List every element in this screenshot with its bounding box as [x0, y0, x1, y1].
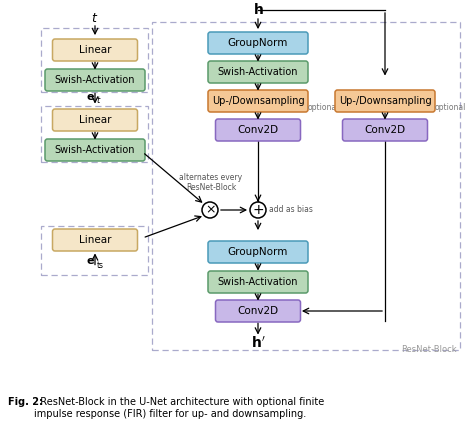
- Text: add as bias: add as bias: [269, 205, 313, 215]
- Text: $\times$: $\times$: [205, 204, 215, 216]
- Text: Linear: Linear: [79, 235, 111, 245]
- FancyBboxPatch shape: [208, 61, 308, 83]
- Text: Swish-Activation: Swish-Activation: [55, 75, 135, 85]
- Text: Conv2D: Conv2D: [237, 306, 279, 316]
- Text: optional: optional: [435, 104, 466, 112]
- Text: $t$: $t$: [91, 12, 99, 25]
- Text: alternates every
ResNet-Block: alternates every ResNet-Block: [180, 173, 243, 192]
- Text: Fig. 2:: Fig. 2:: [8, 397, 43, 407]
- Text: GroupNorm: GroupNorm: [228, 38, 288, 48]
- Text: GroupNorm: GroupNorm: [228, 247, 288, 257]
- FancyBboxPatch shape: [45, 139, 145, 161]
- Text: Swish-Activation: Swish-Activation: [218, 277, 298, 287]
- Text: $\mathrm{ts}$: $\mathrm{ts}$: [96, 259, 104, 270]
- Text: Linear: Linear: [79, 45, 111, 55]
- Text: $\mathbf{h}$: $\mathbf{h}$: [253, 3, 264, 17]
- FancyBboxPatch shape: [335, 90, 435, 112]
- FancyBboxPatch shape: [208, 32, 308, 54]
- Circle shape: [250, 202, 266, 218]
- Text: $\mathbf{e}$: $\mathbf{e}$: [86, 92, 95, 101]
- FancyBboxPatch shape: [53, 229, 137, 251]
- Text: Linear: Linear: [79, 115, 111, 125]
- Text: Up-/Downsampling: Up-/Downsampling: [212, 96, 304, 106]
- FancyBboxPatch shape: [216, 300, 301, 322]
- Text: $\mathbf{h}'$: $\mathbf{h}'$: [251, 336, 265, 351]
- Circle shape: [202, 202, 218, 218]
- Bar: [152, 22, 460, 349]
- FancyBboxPatch shape: [208, 90, 308, 112]
- Text: ResNet-Block: ResNet-Block: [401, 345, 457, 354]
- Text: $\mathbf{e}$: $\mathbf{e}$: [86, 256, 95, 265]
- Text: $t$: $t$: [96, 94, 102, 105]
- FancyBboxPatch shape: [208, 241, 308, 263]
- Bar: [42, 106, 148, 161]
- Text: ResNet-Block in the U-Net architecture with optional finite
impulse response (FI: ResNet-Block in the U-Net architecture w…: [34, 397, 324, 419]
- Text: Swish-Activation: Swish-Activation: [218, 67, 298, 77]
- Text: $+$: $+$: [252, 203, 264, 217]
- Bar: [42, 225, 148, 274]
- Text: Conv2D: Conv2D: [365, 125, 406, 135]
- Bar: [42, 28, 148, 92]
- FancyBboxPatch shape: [45, 69, 145, 91]
- FancyBboxPatch shape: [208, 271, 308, 293]
- FancyBboxPatch shape: [53, 109, 137, 131]
- FancyBboxPatch shape: [53, 39, 137, 61]
- FancyBboxPatch shape: [343, 119, 428, 141]
- Text: optional: optional: [308, 104, 339, 112]
- FancyBboxPatch shape: [216, 119, 301, 141]
- Text: Swish-Activation: Swish-Activation: [55, 145, 135, 155]
- Text: Up-/Downsampling: Up-/Downsampling: [339, 96, 431, 106]
- Text: Conv2D: Conv2D: [237, 125, 279, 135]
